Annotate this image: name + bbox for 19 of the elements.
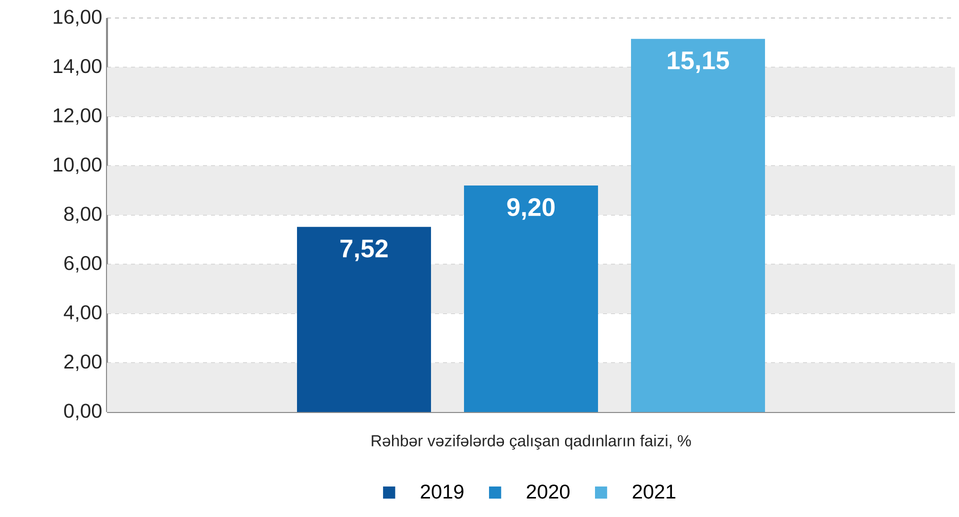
data-label: 9,20	[507, 198, 555, 220]
legend-label: 2021	[632, 484, 676, 499]
y-tick-label: 0,00	[64, 404, 102, 420]
y-tick-label: 8,00	[64, 206, 102, 224]
y-tick-label: 4,00	[64, 305, 102, 322]
y-tick-label: 12,00	[54, 108, 102, 125]
data-label: 15,15	[668, 52, 729, 73]
bar	[297, 226, 432, 412]
bar	[631, 38, 766, 412]
x-tick-label: Rəhbər vəzifələrdə çalışan qadınların faizi, %	[372, 434, 691, 450]
y-tick-label: 10,00	[54, 157, 102, 174]
y-tick-label: 6,00	[64, 256, 102, 273]
y-tick-label: 2,00	[64, 354, 102, 372]
legend-label: 2019	[420, 484, 464, 499]
y-tick-label: 16,00	[54, 10, 102, 26]
data-label: 7,52	[340, 240, 388, 262]
y-tick-label: 14,00	[54, 58, 102, 76]
bar	[464, 185, 598, 412]
legend-label: 2020	[526, 484, 570, 499]
